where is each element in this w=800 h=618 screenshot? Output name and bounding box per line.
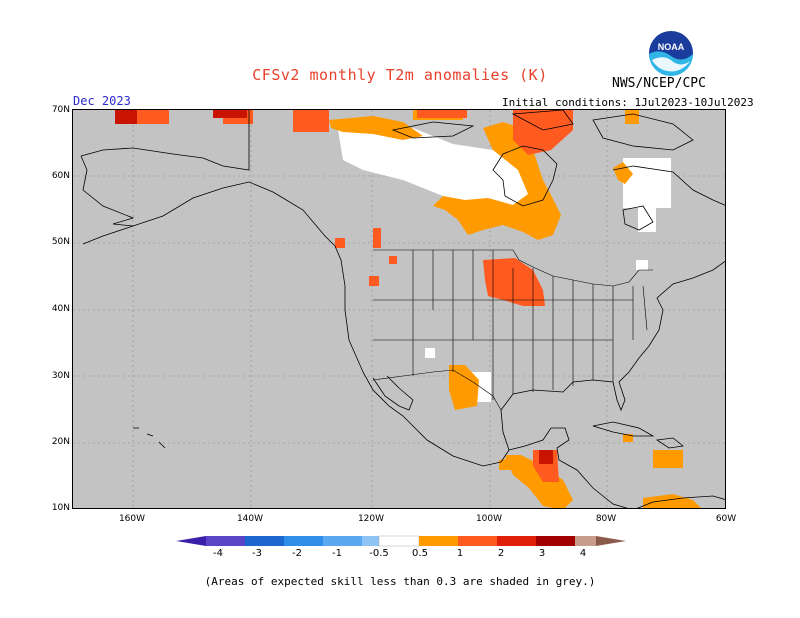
colorbar-label: 2: [497, 548, 505, 559]
colorbar-swatch: [206, 536, 245, 546]
colorbar-swatch: [378, 535, 420, 547]
agency-label: NWS/NCEP/CPC: [612, 76, 706, 91]
colorbar-swatch: [497, 536, 536, 546]
colorbar-label: 3: [538, 548, 546, 559]
colorbar-label: -4: [213, 548, 223, 559]
colorbar-label: -1: [332, 548, 342, 559]
anomaly-map: [72, 109, 726, 509]
colorbar-label: 4: [579, 548, 587, 559]
lat-label-70n: 70N: [51, 105, 70, 115]
skill-footnote: (Areas of expected skill less than 0.3 a…: [204, 575, 596, 588]
colorbar-swatch: [245, 536, 284, 546]
colorbar-swatch: [362, 536, 379, 546]
lat-label-20n: 20N: [51, 437, 70, 447]
political-boundaries: [372, 249, 653, 411]
lon-label-80w: 80W: [595, 514, 617, 524]
colorbar-swatch: [284, 536, 323, 546]
colorbar-label: 1: [456, 548, 464, 559]
lon-label-120w: 120W: [357, 514, 385, 524]
initial-conditions: Initial conditions: 1Jul2023-10Jul2023: [502, 96, 754, 109]
colorbar-swatch: [419, 536, 458, 546]
colorbar-swatch: [575, 536, 596, 546]
colorbar-swatch: [323, 536, 362, 546]
lon-label-60w: 60W: [715, 514, 737, 524]
map-canvas: [73, 110, 725, 508]
colorbar-swatch: [458, 536, 497, 546]
noaa-logo: NOAA: [649, 31, 693, 76]
map-title: CFSv2 monthly T2m anomalies (K): [252, 66, 548, 84]
colorbar-label: 0.5: [412, 548, 428, 559]
lon-label-100w: 100W: [475, 514, 503, 524]
warm-anomaly-regions-2: [115, 110, 553, 464]
colorbar-label: -3: [252, 548, 262, 559]
coastlines: [80, 110, 725, 508]
lon-label-140w: 140W: [236, 514, 264, 524]
colorbar-min-arrow: [176, 536, 206, 546]
lat-label-50n: 50N: [51, 237, 70, 247]
lat-label-10n: 10N: [51, 503, 70, 513]
colorbar-label: -2: [292, 548, 302, 559]
lat-label-30n: 30N: [51, 371, 70, 381]
colorbar-label: -0.5: [369, 548, 389, 559]
forecast-month: Dec 2023: [73, 94, 131, 108]
colorbar-max-arrow: [596, 536, 626, 546]
lat-label-60n: 60N: [51, 171, 70, 181]
lat-label-40n: 40N: [51, 304, 70, 314]
colorbar: [176, 535, 626, 547]
lon-label-160w: 160W: [118, 514, 146, 524]
svg-text:NOAA: NOAA: [658, 42, 685, 52]
colorbar-swatch: [536, 536, 575, 546]
